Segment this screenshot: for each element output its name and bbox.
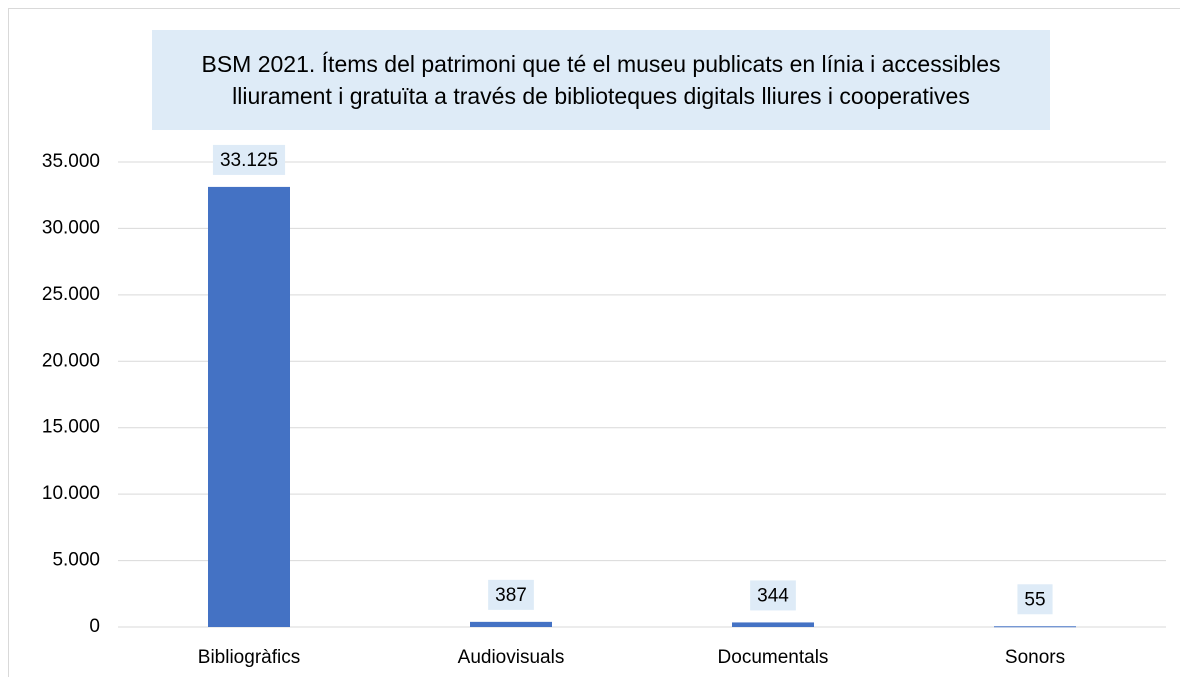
bar <box>732 622 814 627</box>
y-tick-label: 5.000 <box>52 550 100 571</box>
y-tick-label: 15.000 <box>42 417 100 438</box>
data-label: 344 <box>757 585 789 606</box>
y-tick-label: 30.000 <box>42 217 100 238</box>
y-tick-label: 25.000 <box>42 284 100 305</box>
chart-title: BSM 2021. Ítems del patrimoni que té el … <box>152 30 1050 130</box>
y-tick-label: 35.000 <box>42 151 100 172</box>
bar <box>208 186 290 628</box>
y-tick-label: 20.000 <box>42 350 100 371</box>
x-tick-label: Audiovisuals <box>458 647 565 668</box>
x-tick-label: Documentals <box>718 647 829 668</box>
x-tick-label: Bibliogràfics <box>198 647 300 668</box>
y-tick-label: 0 <box>89 616 100 637</box>
chart-border <box>8 8 1180 677</box>
data-label: 33.125 <box>220 150 278 171</box>
data-label-bg <box>212 144 286 175</box>
x-tick-label: Sonors <box>1005 647 1065 668</box>
bar <box>470 621 552 627</box>
data-label-bg <box>750 580 796 611</box>
y-tick-label: 10.000 <box>42 483 100 504</box>
data-label-bg <box>488 579 534 610</box>
bar <box>994 626 1076 628</box>
data-label: 387 <box>495 585 527 606</box>
data-label-bg <box>1017 584 1053 615</box>
data-label: 55 <box>1024 589 1045 610</box>
